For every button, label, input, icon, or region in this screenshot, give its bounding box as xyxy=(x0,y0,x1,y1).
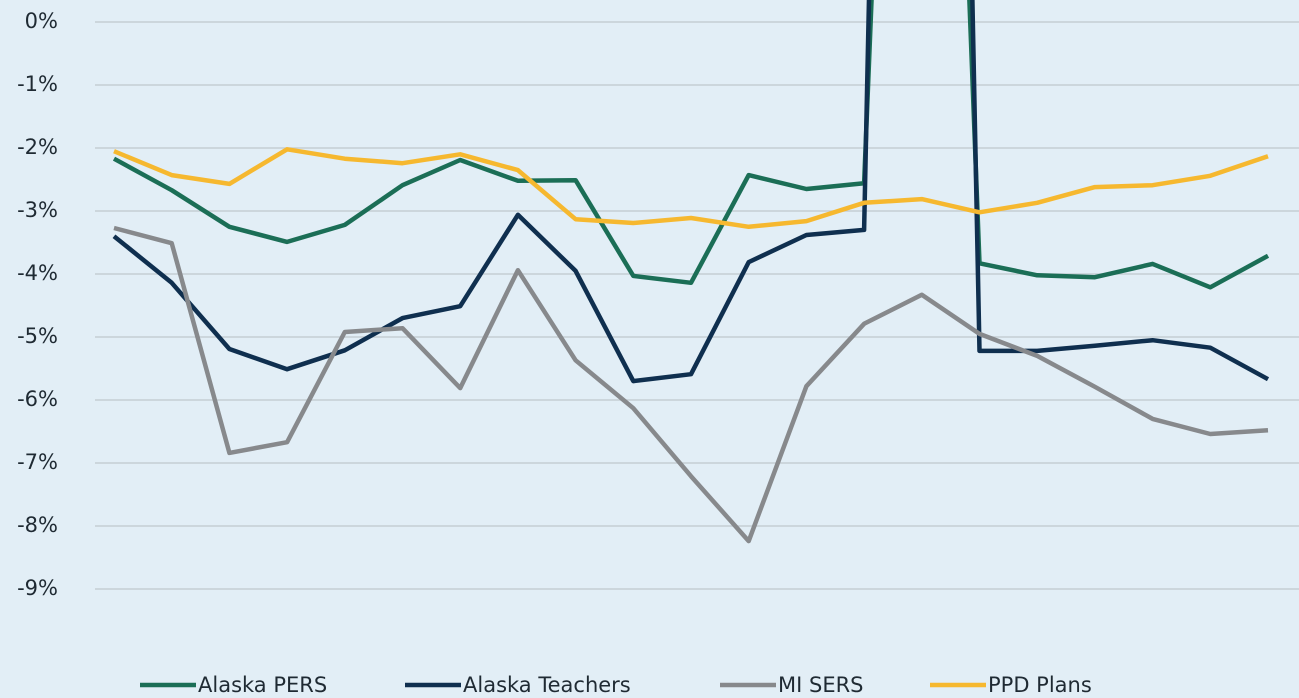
y-tick-label: 0% xyxy=(25,9,58,33)
legend-label: PPD Plans xyxy=(988,673,1092,697)
y-tick-label: -6% xyxy=(17,387,58,411)
legend-label: Alaska PERS xyxy=(198,673,327,697)
y-tick-label: -3% xyxy=(17,198,58,222)
series-line xyxy=(113,225,1269,544)
series-line xyxy=(112,0,1270,384)
series-line xyxy=(112,0,1270,290)
legend: Alaska PERS Alaska Teachers MI SERS PPD Pla… xyxy=(140,673,1092,697)
y-tick-label: -2% xyxy=(17,135,58,159)
plot xyxy=(112,0,1270,544)
legend-label: MI SERS xyxy=(778,673,864,697)
y-tick-label: -7% xyxy=(17,450,58,474)
y-tick-label: -8% xyxy=(17,513,58,537)
grid: 0% -1% -2% -3% -4% -5% -6% -7% -8% -9% xyxy=(17,9,1299,600)
y-tick-label: -5% xyxy=(17,324,58,348)
y-tick-label: -1% xyxy=(17,72,58,96)
y-tick-label: -4% xyxy=(17,261,58,285)
y-tick-label: -9% xyxy=(17,576,58,600)
legend-label: Alaska Teachers xyxy=(463,673,631,697)
series-line xyxy=(113,147,1269,230)
